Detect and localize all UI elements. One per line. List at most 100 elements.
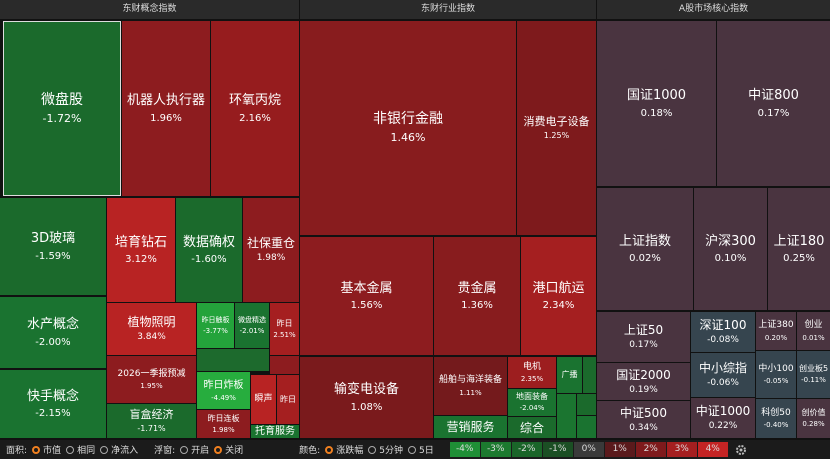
tile-name: 港口航运: [532, 280, 585, 296]
tile-name: 昨日炸板: [203, 379, 244, 391]
tile[interactable]: 中证800 0.17%: [717, 21, 830, 186]
tile[interactable]: 托育服务: [251, 425, 299, 438]
tile-name: 瞬声: [254, 393, 273, 404]
settings-icon[interactable]: [735, 444, 747, 456]
tile-change: 1.98%: [212, 425, 235, 434]
tile-name: 科创50: [761, 407, 791, 418]
tile[interactable]: 机器人执行器 1.96%: [122, 21, 210, 196]
tile[interactable]: 非银行金融 1.46%: [300, 21, 516, 235]
tile[interactable]: 昨日 2.51%: [270, 303, 299, 355]
tile[interactable]: 水产概念 -2.00%: [0, 297, 106, 368]
tile[interactable]: 创业板5 -0.11%: [797, 351, 830, 398]
tile-name: 昨日: [280, 394, 296, 404]
tile[interactable]: 上证180 0.25%: [768, 188, 830, 310]
area-option[interactable]: 净流入: [111, 446, 139, 456]
color-label: 颜色:: [299, 446, 321, 456]
tile[interactable]: 上证380 0.20%: [756, 312, 796, 350]
radio[interactable]: [214, 445, 223, 454]
tile-name: 机器人执行器: [126, 93, 205, 109]
radio[interactable]: [100, 445, 109, 454]
tile[interactable]: 中证500 0.34%: [597, 401, 690, 438]
tile[interactable]: 输变电设备 1.08%: [300, 357, 433, 438]
tile-filler: [270, 356, 299, 374]
tile-name: 微盘股: [41, 91, 83, 108]
area-option[interactable]: 相同: [77, 446, 96, 456]
tile[interactable]: 创业 0.01%: [797, 312, 830, 350]
tile-change: 3.84%: [137, 332, 166, 343]
tile[interactable]: 昨日连板 1.98%: [197, 410, 250, 438]
tile[interactable]: 盲盒经济 -1.71%: [107, 404, 196, 438]
tile-change: 2.16%: [239, 112, 271, 124]
radio[interactable]: [66, 445, 75, 454]
tile-name: 2026一季报预减: [117, 368, 186, 379]
tile[interactable]: 社保重仓 1.98%: [243, 198, 299, 302]
tile[interactable]: 地面装备 -2.04%: [508, 389, 556, 416]
tile[interactable]: 营销服务: [434, 416, 507, 438]
tile[interactable]: 深证100 -0.08%: [691, 312, 755, 352]
radio[interactable]: [325, 445, 334, 454]
tile[interactable]: 基本金属 1.56%: [300, 237, 433, 355]
tile-name: 昨日触板: [201, 316, 230, 324]
tile-change: 0.19%: [629, 384, 658, 395]
color-option[interactable]: 5分钟: [379, 446, 403, 456]
tile[interactable]: 科创50 -0.40%: [756, 399, 796, 438]
radio[interactable]: [180, 445, 189, 454]
tile-change: 0.22%: [708, 421, 738, 432]
color-option[interactable]: 涨跌幅: [336, 446, 364, 456]
tile[interactable]: 昨日: [277, 375, 299, 424]
legend-swatch: 4%: [697, 442, 728, 457]
tile[interactable]: 数据确权 -1.60%: [176, 198, 242, 302]
tile[interactable]: 昨日炸板 -4.49%: [197, 372, 250, 409]
tile[interactable]: 国证2000 0.19%: [597, 363, 690, 400]
tile-change: -1.59%: [35, 250, 71, 262]
tile[interactable]: 消费电子设备 1.25%: [517, 21, 596, 235]
tile[interactable]: 2026一季报预减 1.95%: [107, 356, 196, 403]
tile[interactable]: 微盘股 -1.72%: [3, 21, 121, 196]
tile-filler: [577, 394, 596, 415]
radio[interactable]: [368, 445, 377, 454]
tile[interactable]: 国证1000 0.18%: [597, 21, 716, 186]
legend-swatch: -2%: [511, 442, 542, 457]
tile[interactable]: 上证指数 0.02%: [597, 188, 693, 310]
tile[interactable]: 快手概念 -2.15%: [0, 370, 106, 438]
tile-filler: [577, 416, 596, 438]
tile-change: 1.36%: [461, 300, 493, 312]
tile[interactable]: 瞬声: [251, 375, 276, 424]
tile[interactable]: 环氧丙烷 2.16%: [211, 21, 299, 196]
color-option[interactable]: 5日: [418, 446, 434, 456]
tile[interactable]: 培育钻石 3.12%: [107, 198, 175, 302]
radio[interactable]: [407, 445, 416, 454]
tile[interactable]: 沪深300 0.10%: [694, 188, 767, 310]
tile[interactable]: 港口航运 2.34%: [521, 237, 596, 355]
float-option[interactable]: 开启: [191, 446, 210, 456]
legend-swatch: -3%: [480, 442, 511, 457]
tile[interactable]: 船舶与海洋装备 1.11%: [434, 357, 507, 415]
tile[interactable]: 中小100 -0.05%: [756, 351, 796, 398]
tile[interactable]: 植物照明 3.84%: [107, 303, 196, 355]
tile[interactable]: 广播: [557, 357, 582, 393]
tile-change: 2.35%: [520, 375, 544, 383]
tile-change: 2.34%: [542, 300, 575, 312]
tile-name: 输变电设备: [333, 382, 399, 398]
tile[interactable]: 昨日触板 -3.77%: [197, 303, 234, 348]
tile[interactable]: 综合: [508, 417, 556, 438]
tile[interactable]: 微盘精选 -2.01%: [235, 303, 269, 348]
tile[interactable]: 中小综指 -0.06%: [691, 353, 755, 397]
tile-name: 中证500: [620, 405, 667, 420]
tile[interactable]: 上证50 0.17%: [597, 312, 690, 362]
tile[interactable]: 3D玻璃 -1.59%: [0, 198, 106, 295]
tile[interactable]: 中证1000 0.22%: [691, 398, 755, 438]
area-option[interactable]: 市值: [43, 446, 62, 456]
tile-name: 中证1000: [695, 404, 751, 419]
tile-name: 基本金属: [340, 280, 393, 296]
tile[interactable]: 创价值 0.28%: [797, 399, 830, 438]
tile-name: 水产概念: [26, 317, 79, 333]
tile-change: -0.08%: [707, 335, 739, 346]
tile[interactable]: 电机 2.35%: [508, 357, 556, 388]
float-option[interactable]: 关闭: [225, 446, 244, 456]
tile-change: 2.51%: [273, 330, 296, 339]
tile-name: 国证2000: [616, 367, 671, 382]
tile[interactable]: 贵金属 1.36%: [434, 237, 520, 355]
radio[interactable]: [32, 445, 41, 454]
